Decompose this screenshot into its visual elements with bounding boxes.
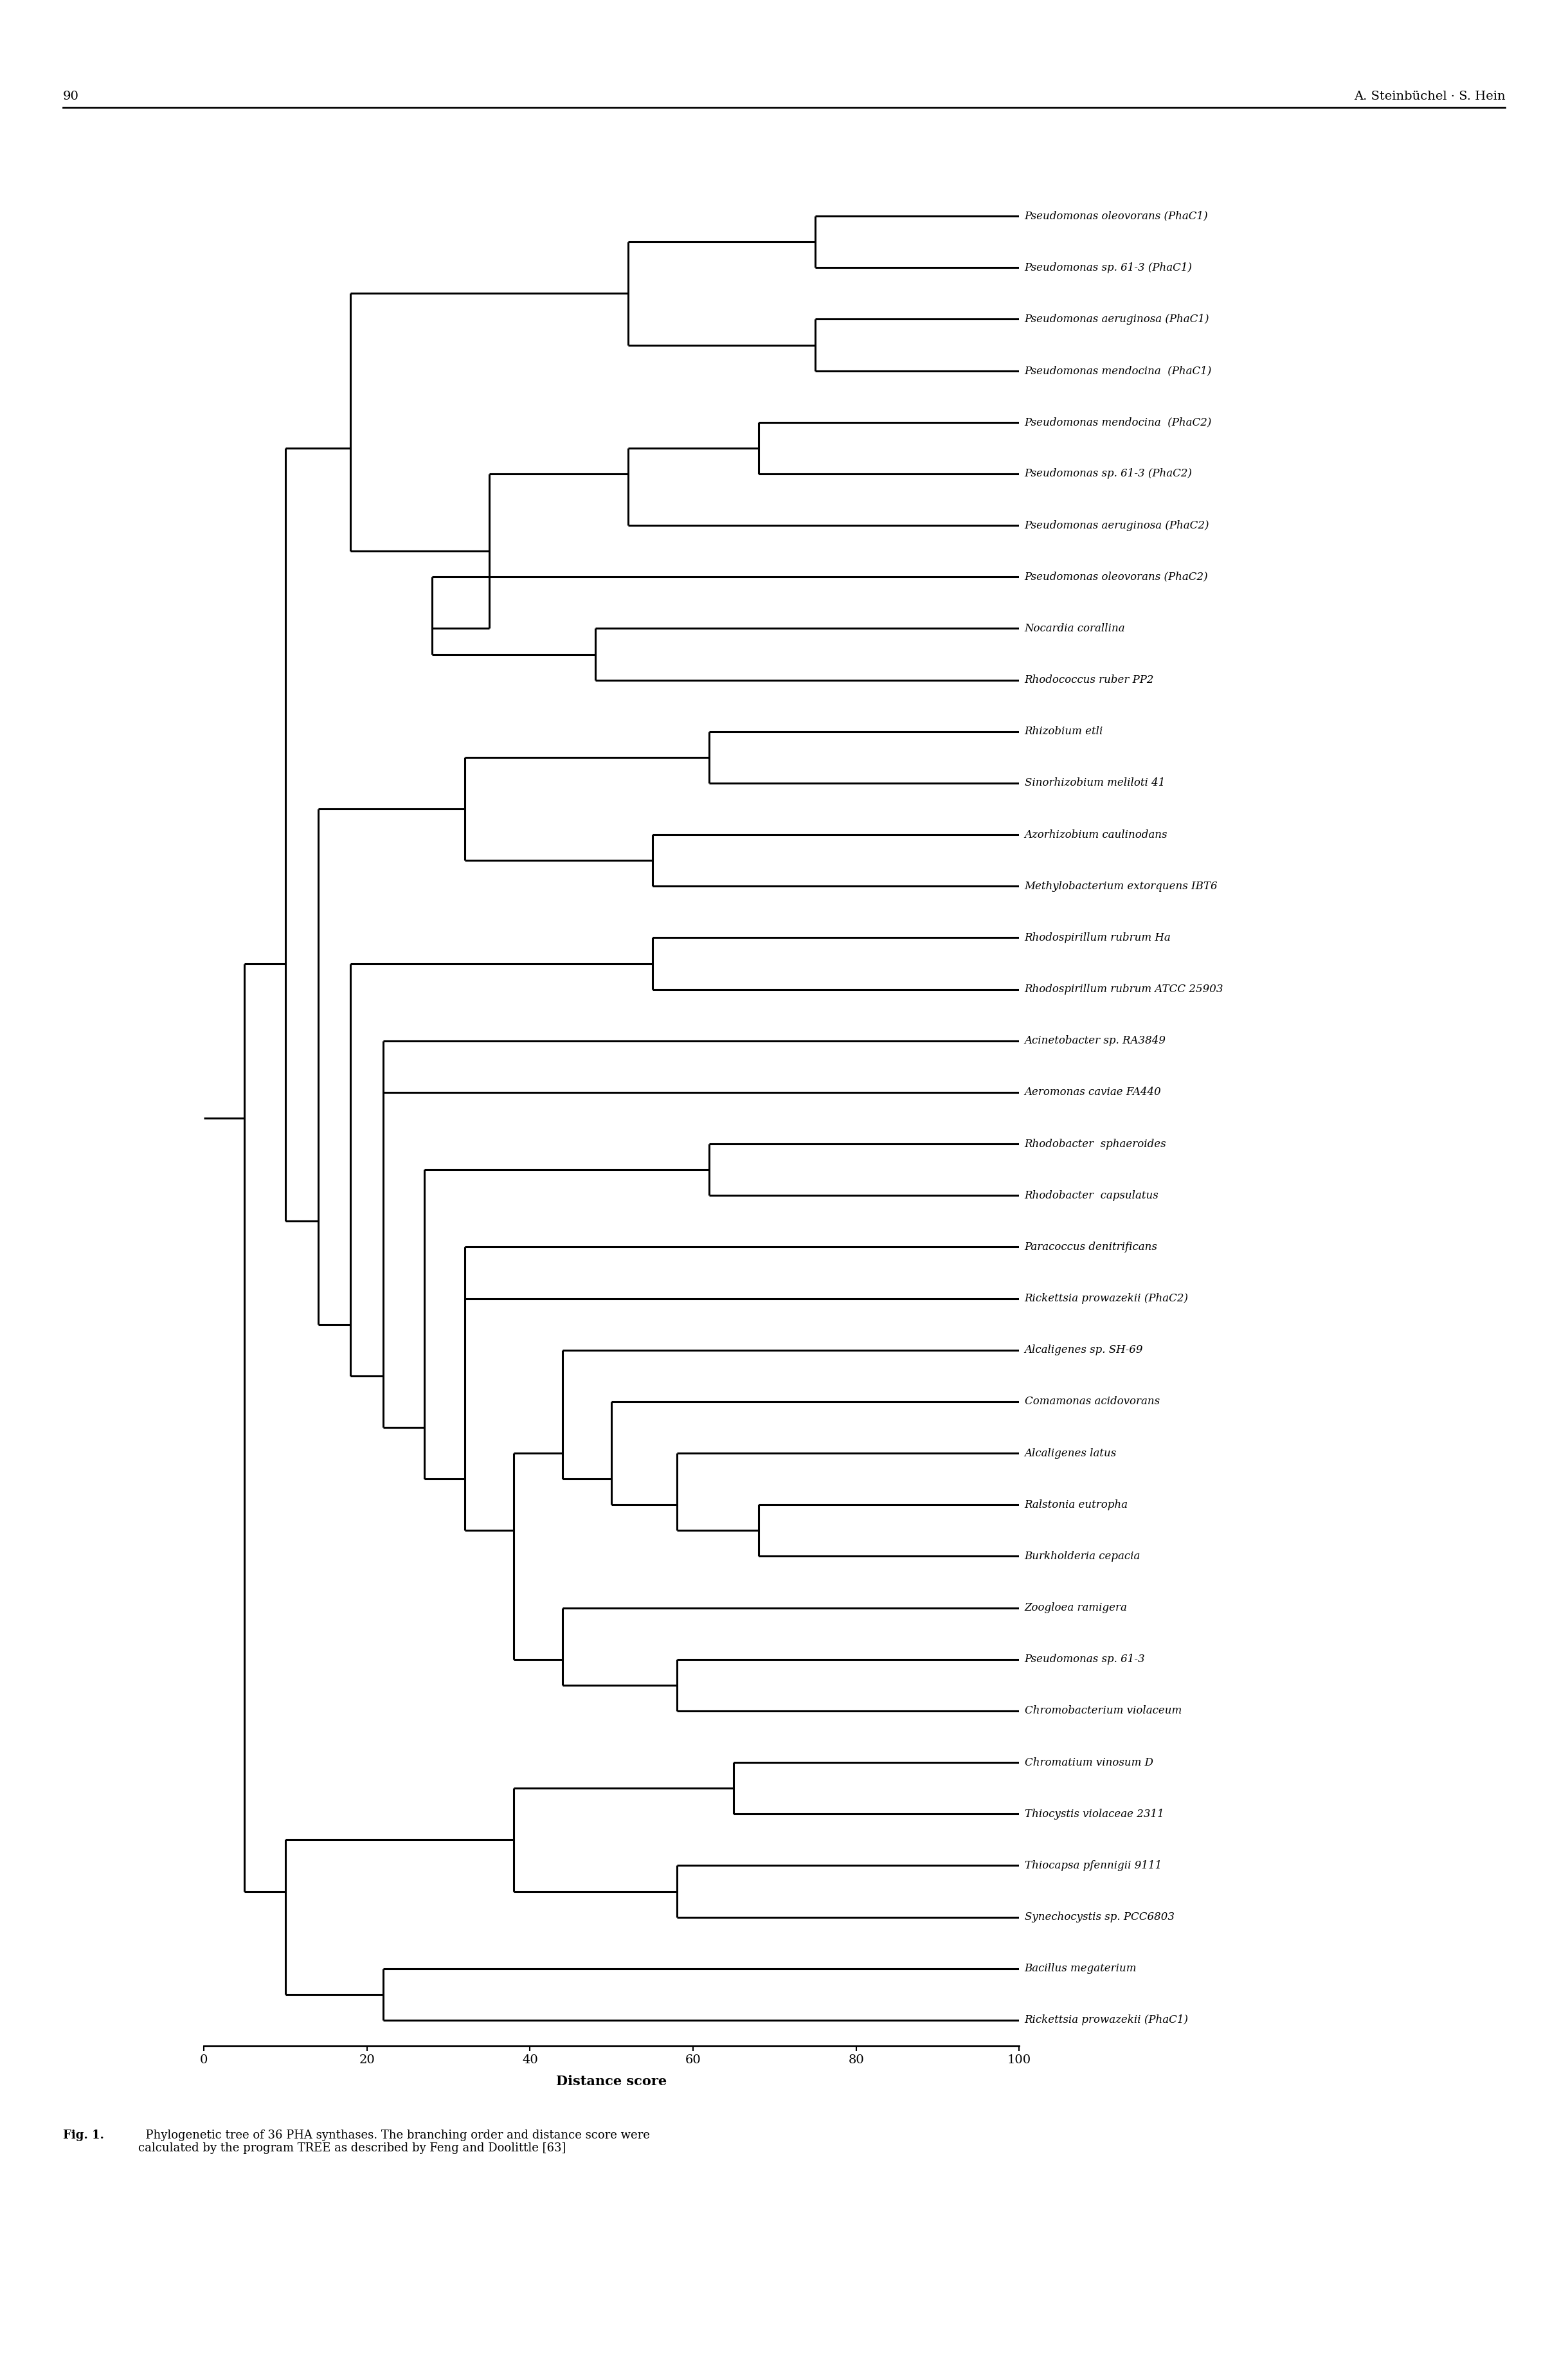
Text: Thiocapsa pfennigii 9111: Thiocapsa pfennigii 9111 xyxy=(1024,1860,1162,1870)
Text: Pseudomonas mendocina  (PhaC1): Pseudomonas mendocina (PhaC1) xyxy=(1024,366,1212,376)
Text: A. Steinbüchel · S. Hein: A. Steinbüchel · S. Hein xyxy=(1353,90,1505,102)
Text: Paracoccus denitrificans: Paracoccus denitrificans xyxy=(1024,1242,1157,1251)
Text: Burkholderia cepacia: Burkholderia cepacia xyxy=(1024,1551,1140,1561)
Text: Rhodobacter  sphaeroides: Rhodobacter sphaeroides xyxy=(1024,1140,1167,1149)
Text: Phylogenetic tree of 36 PHA synthases. The branching order and distance score we: Phylogenetic tree of 36 PHA synthases. T… xyxy=(138,2129,649,2153)
Text: Pseudomonas aeruginosa (PhaC2): Pseudomonas aeruginosa (PhaC2) xyxy=(1024,521,1209,531)
Text: Chromobacterium violaceum: Chromobacterium violaceum xyxy=(1024,1706,1182,1715)
Text: Rhodospirillum rubrum ATCC 25903: Rhodospirillum rubrum ATCC 25903 xyxy=(1024,985,1223,994)
Text: Bacillus megaterium: Bacillus megaterium xyxy=(1024,1963,1137,1975)
Text: Pseudomonas oleovorans (PhaC1): Pseudomonas oleovorans (PhaC1) xyxy=(1024,212,1209,221)
Text: Ralstonia eutropha: Ralstonia eutropha xyxy=(1024,1499,1127,1511)
Text: Pseudomonas sp. 61-3: Pseudomonas sp. 61-3 xyxy=(1024,1653,1145,1665)
Text: Alcaligenes sp. SH-69: Alcaligenes sp. SH-69 xyxy=(1024,1344,1143,1356)
Text: Fig. 1.: Fig. 1. xyxy=(63,2129,103,2141)
Text: Comamonas acidovorans: Comamonas acidovorans xyxy=(1024,1396,1160,1406)
Text: Pseudomonas aeruginosa (PhaC1): Pseudomonas aeruginosa (PhaC1) xyxy=(1024,314,1209,324)
Text: Pseudomonas oleovorans (PhaC2): Pseudomonas oleovorans (PhaC2) xyxy=(1024,571,1209,583)
Text: 90: 90 xyxy=(63,90,78,102)
Text: Nocardia corallina: Nocardia corallina xyxy=(1024,623,1126,633)
Text: Rhizobium etli: Rhizobium etli xyxy=(1024,726,1104,737)
Text: Aeromonas caviae FA440: Aeromonas caviae FA440 xyxy=(1024,1087,1162,1097)
Text: Rhodospirillum rubrum Ha: Rhodospirillum rubrum Ha xyxy=(1024,933,1171,942)
Text: Thiocystis violaceae 2311: Thiocystis violaceae 2311 xyxy=(1024,1808,1163,1820)
Text: Pseudomonas sp. 61-3 (PhaC1): Pseudomonas sp. 61-3 (PhaC1) xyxy=(1024,262,1192,274)
Text: Pseudomonas mendocina  (PhaC2): Pseudomonas mendocina (PhaC2) xyxy=(1024,416,1212,428)
Text: Zoogloea ramigera: Zoogloea ramigera xyxy=(1024,1603,1127,1613)
Text: Methylobacterium extorquens IBT6: Methylobacterium extorquens IBT6 xyxy=(1024,880,1218,892)
X-axis label: Distance score: Distance score xyxy=(557,2074,666,2089)
Text: Synechocystis sp. PCC6803: Synechocystis sp. PCC6803 xyxy=(1024,1913,1174,1922)
Text: Sinorhizobium meliloti 41: Sinorhizobium meliloti 41 xyxy=(1024,778,1165,787)
Text: Azorhizobium caulinodans: Azorhizobium caulinodans xyxy=(1024,830,1168,840)
Text: Rickettsia prowazekii (PhaC1): Rickettsia prowazekii (PhaC1) xyxy=(1024,2015,1189,2025)
Text: Rhodobacter  capsulatus: Rhodobacter capsulatus xyxy=(1024,1190,1159,1201)
Text: Chromatium vinosum D: Chromatium vinosum D xyxy=(1024,1758,1152,1768)
Text: Pseudomonas sp. 61-3 (PhaC2): Pseudomonas sp. 61-3 (PhaC2) xyxy=(1024,469,1192,478)
Text: Alcaligenes latus: Alcaligenes latus xyxy=(1024,1449,1116,1458)
Text: Rickettsia prowazekii (PhaC2): Rickettsia prowazekii (PhaC2) xyxy=(1024,1294,1189,1304)
Text: Acinetobacter sp. RA3849: Acinetobacter sp. RA3849 xyxy=(1024,1035,1167,1047)
Text: Rhodococcus ruber PP2: Rhodococcus ruber PP2 xyxy=(1024,676,1154,685)
